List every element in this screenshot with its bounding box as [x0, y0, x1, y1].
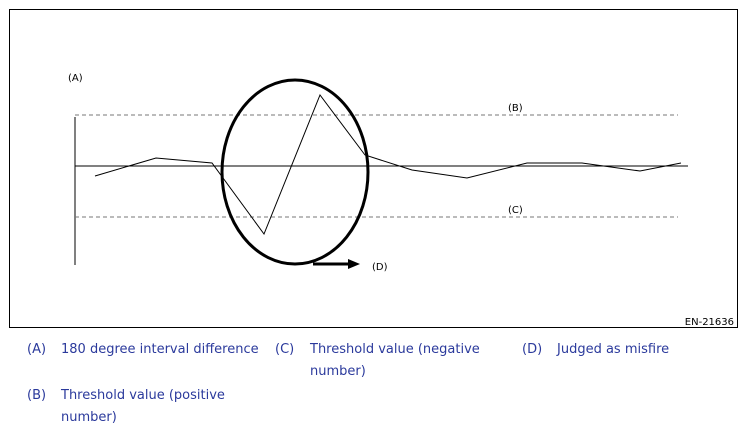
legend-text: Threshold value (positive number)	[61, 388, 225, 425]
legend-text: Judged as misfire	[557, 342, 670, 357]
signal-curve	[94, 93, 682, 236]
arrow-head	[348, 259, 360, 269]
figure-frame	[9, 9, 738, 328]
legend-key: (A)	[27, 342, 47, 357]
legend-text: 180 degree interval difference	[61, 342, 259, 357]
legend-text: Threshold value (negative number)	[310, 342, 480, 379]
label-d: (D)	[372, 262, 388, 273]
legend-key: (B)	[27, 388, 47, 403]
legend-key: (C)	[275, 342, 295, 357]
figure-id: EN-21636	[685, 317, 734, 328]
misfire-ellipse	[220, 78, 370, 266]
label-c: (C)	[508, 205, 523, 216]
legend-key: (D)	[522, 342, 543, 357]
label-b: (B)	[508, 103, 523, 114]
figure: (A) (B) (C) (D) EN-21636	[9, 9, 738, 328]
label-a: (A)	[68, 73, 83, 84]
